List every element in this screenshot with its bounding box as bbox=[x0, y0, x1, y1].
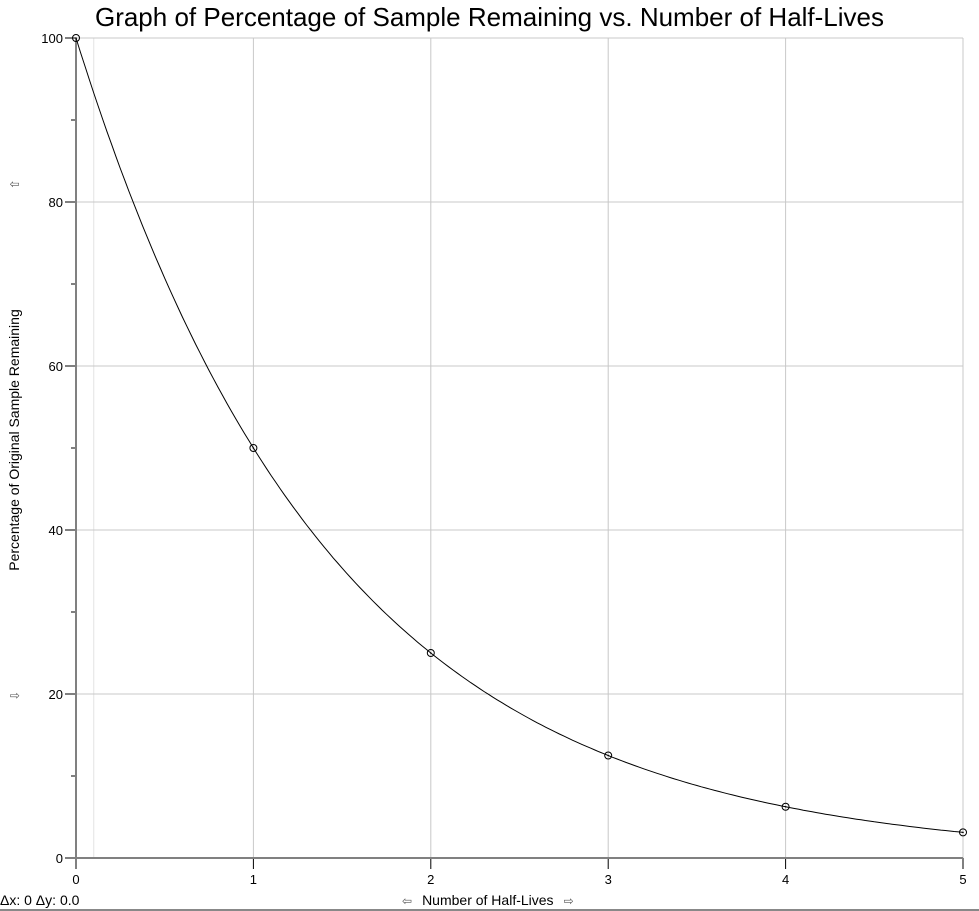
data-point-center bbox=[252, 447, 255, 449]
y-tick-label: 0 bbox=[56, 851, 63, 866]
data-point bbox=[249, 444, 258, 452]
y-tick-label: 40 bbox=[49, 523, 63, 538]
data-point bbox=[781, 802, 790, 811]
data-point bbox=[426, 649, 435, 657]
y-tick-label: 60 bbox=[49, 359, 63, 374]
x-tick-label: 5 bbox=[959, 872, 966, 887]
x-tick-label: 2 bbox=[427, 872, 434, 887]
data-point-center bbox=[75, 37, 77, 39]
down-arrow-icon[interactable]: ⇩ bbox=[8, 690, 22, 701]
data-point-center bbox=[784, 805, 787, 808]
data-point-center bbox=[607, 754, 609, 757]
x-tick-label: 4 bbox=[782, 872, 789, 887]
x-axis-label: ⇦ Number of Half-Lives ⇨ bbox=[392, 892, 584, 908]
x-tick-label: 1 bbox=[250, 872, 257, 887]
x-tick-label: 3 bbox=[605, 872, 612, 887]
left-arrow-icon[interactable]: ⇦ bbox=[402, 894, 413, 908]
fit-curve bbox=[75, 37, 964, 833]
x-tick-label: 0 bbox=[72, 872, 79, 887]
y-axis-label: ⇩ Percentage of Original Sample Remaining… bbox=[6, 59, 22, 821]
y-axis-label-text: Percentage of Original Sample Remaining bbox=[6, 309, 22, 571]
up-arrow-icon[interactable]: ⇧ bbox=[8, 179, 22, 190]
chart-title: Graph of Percentage of Sample Remaining … bbox=[94, 2, 885, 32]
divider bbox=[0, 909, 979, 911]
data-point-center bbox=[430, 652, 432, 654]
y-tick-label: 80 bbox=[49, 195, 63, 210]
data-point-center bbox=[962, 831, 964, 834]
y-tick-label: 100 bbox=[41, 31, 63, 46]
right-arrow-icon[interactable]: ⇨ bbox=[563, 894, 574, 908]
data-point bbox=[72, 34, 80, 42]
x-axis-label-text: Number of Half-Lives bbox=[422, 892, 554, 908]
delta-readout: Δx: 0 Δy: 0.0 bbox=[0, 892, 80, 908]
data-point bbox=[959, 828, 967, 837]
y-tick-label: 20 bbox=[49, 687, 63, 702]
data-point bbox=[604, 751, 613, 760]
